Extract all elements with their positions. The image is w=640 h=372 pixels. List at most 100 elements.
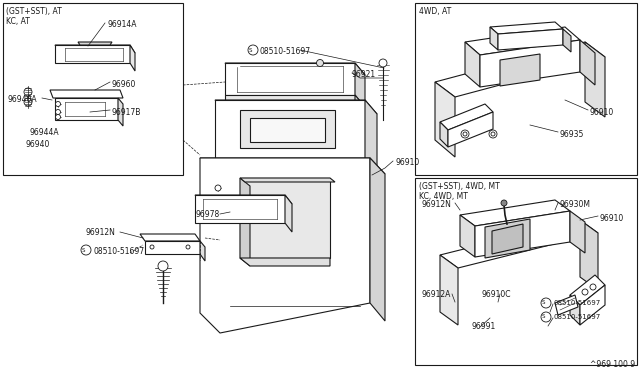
Polygon shape: [570, 295, 580, 325]
Text: 96912A: 96912A: [422, 290, 451, 299]
Polygon shape: [250, 118, 325, 142]
Text: 08510-51697: 08510-51697: [93, 247, 144, 256]
Polygon shape: [435, 82, 455, 157]
Circle shape: [56, 109, 61, 115]
Polygon shape: [78, 42, 112, 45]
Text: (GST+SST), AT
KC, AT: (GST+SST), AT KC, AT: [6, 7, 61, 26]
Polygon shape: [215, 100, 365, 158]
Text: 96940: 96940: [25, 140, 49, 149]
Text: S: S: [541, 301, 545, 305]
Polygon shape: [240, 178, 250, 266]
Bar: [415, 3, 637, 175]
Polygon shape: [215, 100, 377, 114]
Polygon shape: [563, 29, 571, 52]
Polygon shape: [200, 158, 385, 174]
Polygon shape: [145, 241, 200, 254]
Circle shape: [248, 45, 258, 55]
Polygon shape: [460, 200, 570, 226]
Text: 96912N: 96912N: [85, 228, 115, 237]
Polygon shape: [435, 42, 605, 97]
Polygon shape: [200, 158, 370, 333]
Text: 96914A: 96914A: [108, 20, 138, 29]
Polygon shape: [465, 42, 480, 87]
Polygon shape: [118, 98, 123, 126]
Polygon shape: [448, 112, 493, 147]
Polygon shape: [240, 258, 330, 266]
Circle shape: [379, 59, 387, 67]
Circle shape: [461, 130, 469, 138]
Text: 96944A: 96944A: [30, 128, 60, 137]
Polygon shape: [492, 224, 523, 254]
Circle shape: [56, 102, 61, 106]
Polygon shape: [195, 195, 285, 223]
Text: 96912N: 96912N: [422, 200, 452, 209]
Text: S: S: [541, 314, 545, 320]
Text: 96940A: 96940A: [8, 95, 38, 104]
Circle shape: [501, 200, 507, 206]
Text: 96978: 96978: [196, 210, 220, 219]
Polygon shape: [465, 27, 580, 55]
Circle shape: [215, 185, 221, 191]
Circle shape: [186, 245, 190, 249]
Text: (GST+SST), 4WD, MT
KC, 4WD, MT: (GST+SST), 4WD, MT KC, 4WD, MT: [419, 182, 500, 201]
Polygon shape: [55, 45, 130, 63]
Polygon shape: [440, 104, 493, 130]
Polygon shape: [240, 110, 335, 148]
Polygon shape: [570, 211, 585, 253]
Circle shape: [81, 245, 91, 255]
Circle shape: [491, 132, 495, 136]
Text: 08510-51697: 08510-51697: [553, 300, 600, 306]
Polygon shape: [580, 285, 605, 325]
Polygon shape: [140, 234, 200, 241]
Polygon shape: [555, 295, 578, 315]
Polygon shape: [225, 63, 355, 95]
Circle shape: [582, 289, 588, 295]
Text: 08510-51697: 08510-51697: [553, 314, 600, 320]
Circle shape: [590, 284, 596, 290]
Polygon shape: [370, 158, 385, 321]
Polygon shape: [500, 54, 540, 86]
Polygon shape: [580, 40, 595, 85]
Text: 96921: 96921: [352, 70, 376, 79]
Polygon shape: [498, 29, 563, 50]
Circle shape: [56, 115, 61, 119]
Polygon shape: [440, 220, 598, 268]
Text: S: S: [248, 48, 252, 52]
Text: 96910: 96910: [590, 108, 614, 117]
Polygon shape: [355, 95, 365, 112]
Text: 96910C: 96910C: [482, 290, 511, 299]
Polygon shape: [460, 215, 475, 257]
Circle shape: [150, 245, 154, 249]
Text: 96910: 96910: [395, 158, 419, 167]
Polygon shape: [240, 178, 330, 258]
Text: 96991: 96991: [472, 322, 496, 331]
Circle shape: [317, 60, 323, 67]
Text: S: S: [81, 247, 84, 253]
Polygon shape: [225, 63, 365, 75]
Polygon shape: [130, 45, 135, 71]
Polygon shape: [285, 195, 292, 232]
Polygon shape: [365, 100, 377, 172]
Polygon shape: [50, 90, 123, 98]
Polygon shape: [440, 122, 448, 147]
Polygon shape: [240, 178, 335, 182]
Polygon shape: [490, 22, 563, 34]
Bar: [415, 178, 637, 365]
Text: 08510-51697: 08510-51697: [260, 47, 311, 56]
Polygon shape: [480, 40, 580, 87]
Polygon shape: [485, 219, 530, 258]
Circle shape: [158, 261, 168, 271]
Text: 96960: 96960: [112, 80, 136, 89]
Circle shape: [541, 312, 551, 322]
Text: 96930M: 96930M: [560, 200, 591, 209]
Polygon shape: [225, 95, 355, 100]
Circle shape: [463, 132, 467, 136]
Polygon shape: [200, 241, 205, 261]
Text: ^969 100 9: ^969 100 9: [590, 360, 635, 369]
Text: 96917B: 96917B: [112, 108, 141, 117]
Polygon shape: [580, 220, 598, 290]
Text: 96910: 96910: [600, 214, 624, 223]
Polygon shape: [570, 275, 605, 305]
Polygon shape: [440, 255, 458, 325]
Text: 4WD, AT: 4WD, AT: [419, 7, 451, 16]
